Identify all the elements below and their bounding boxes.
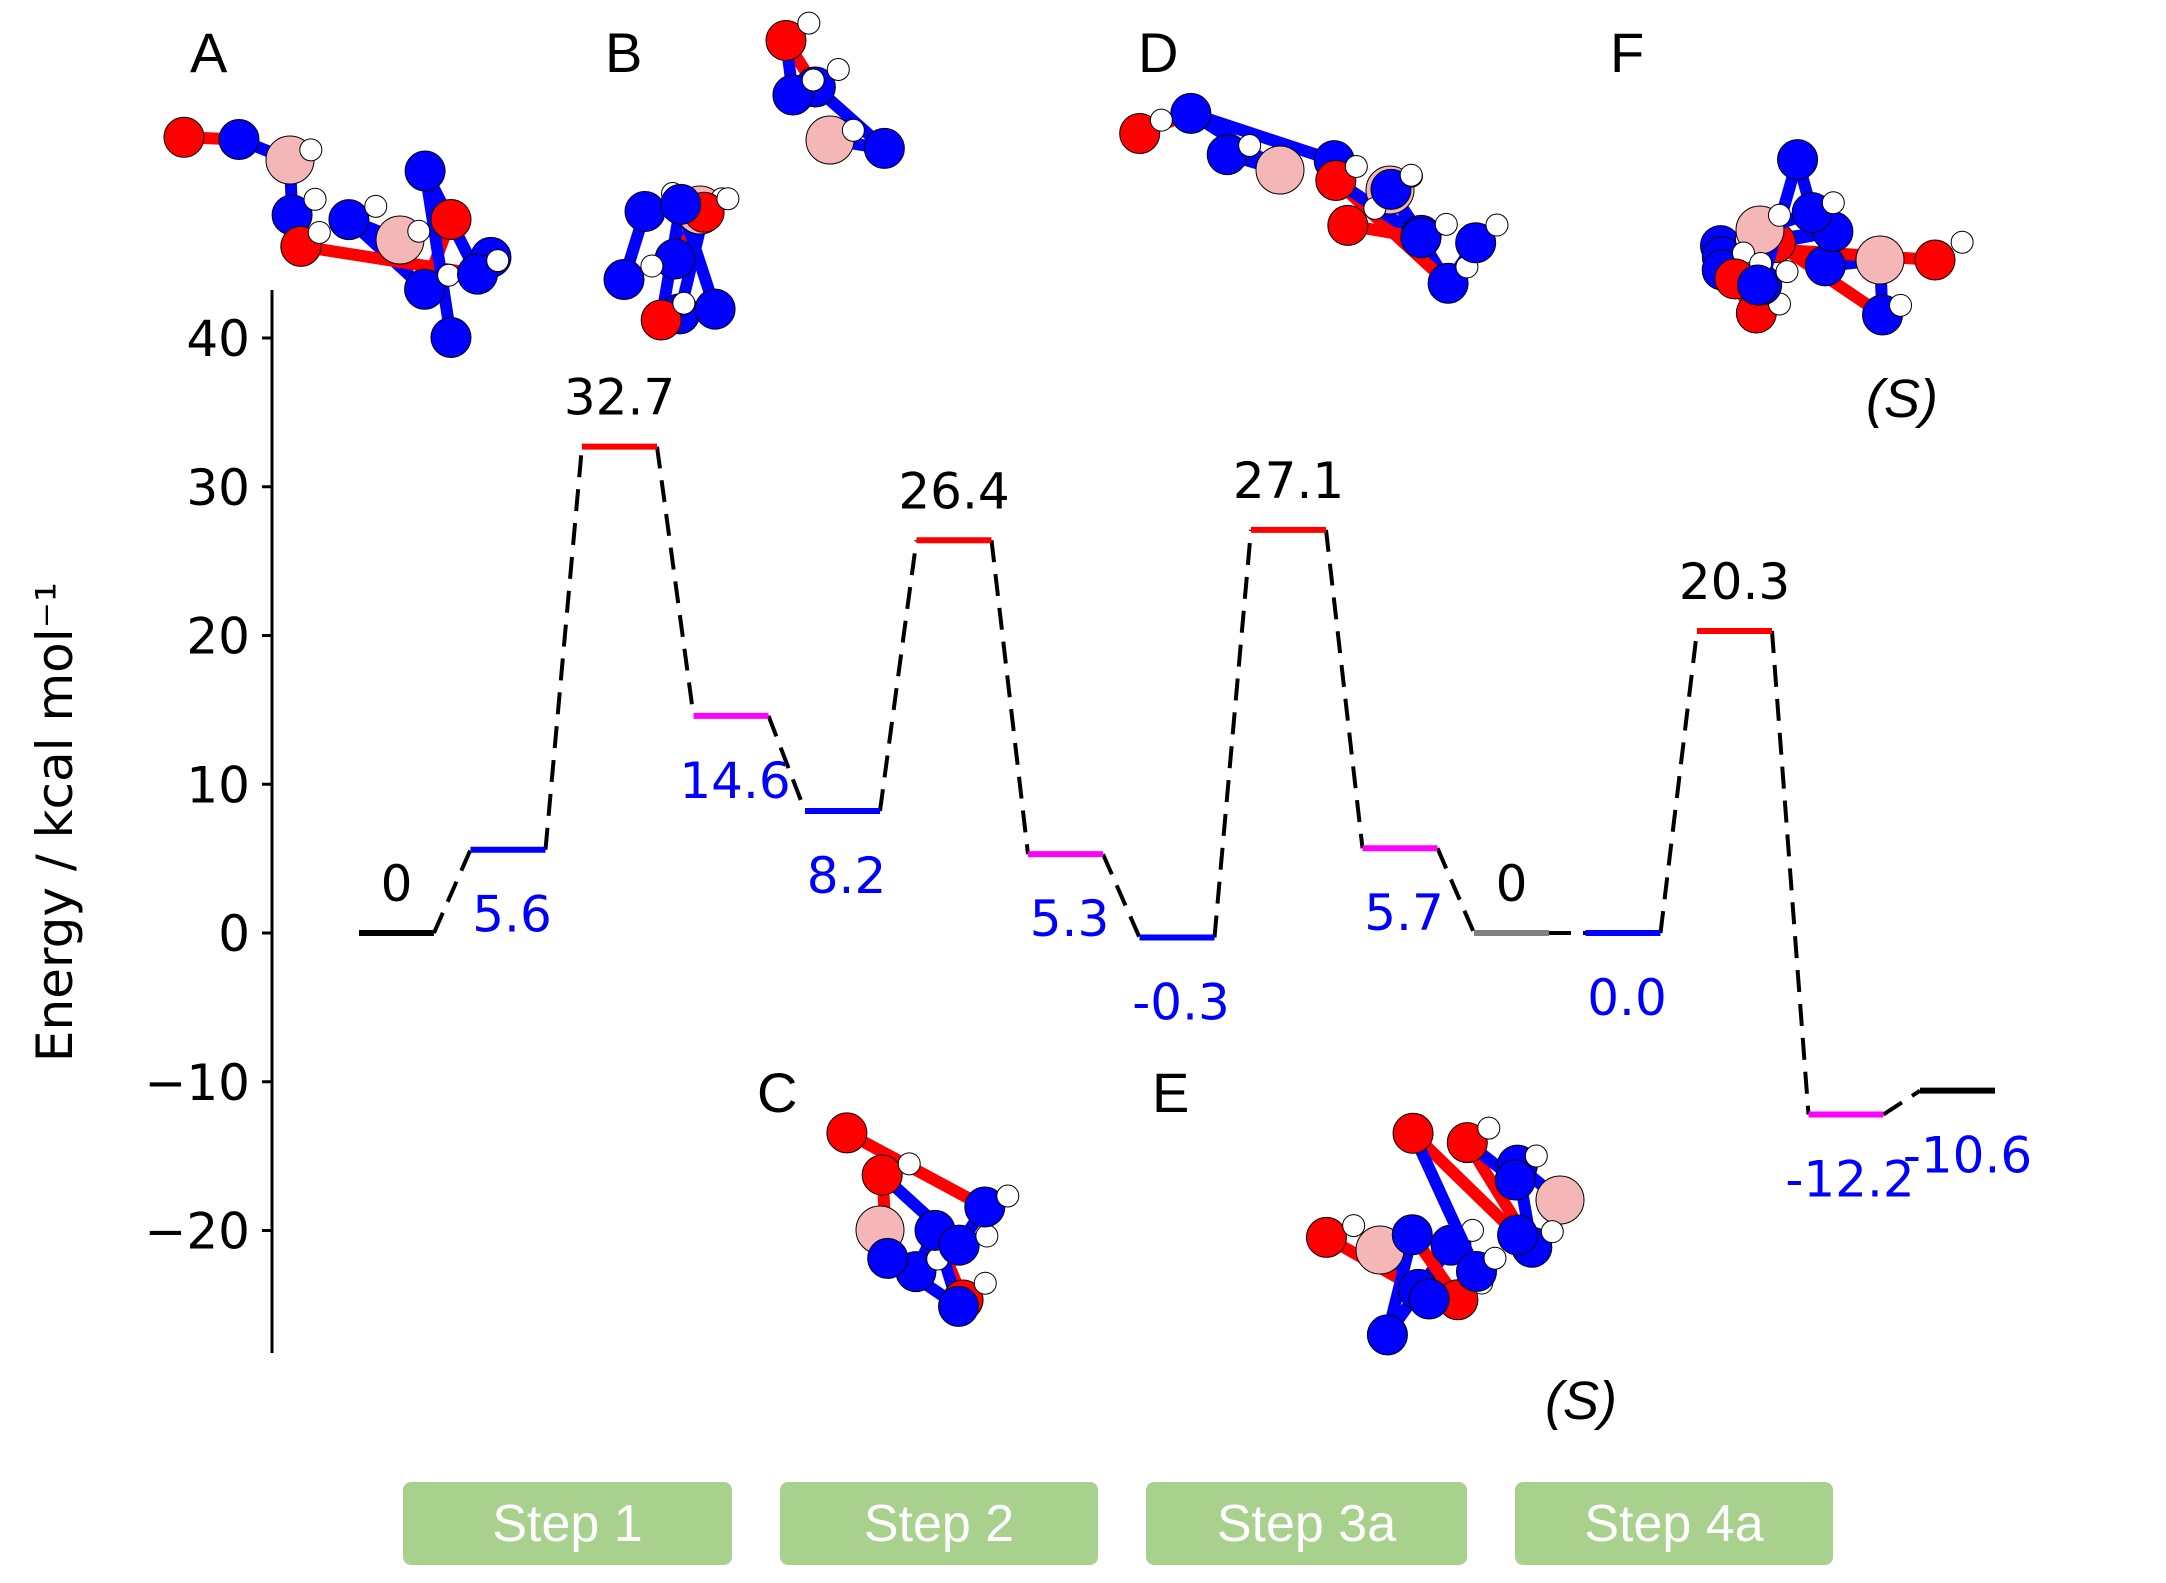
- y-axis-ticks: 40 30 20 10 0 −10 −20: [144, 310, 272, 1261]
- structure-label-e: E: [1152, 1061, 1190, 1124]
- structure-label-b: B: [605, 21, 643, 84]
- connector: [766, 715, 807, 812]
- energy-label: 0.0: [1587, 969, 1667, 1027]
- energy-label: 0: [381, 855, 413, 913]
- energy-label: 5.3: [1030, 890, 1110, 948]
- connector: [1770, 630, 1811, 1115]
- structure-label-c: C: [757, 1061, 798, 1124]
- step-2-badge: Step 2: [780, 1482, 1098, 1565]
- energy-label: -10.6: [1903, 1127, 2032, 1185]
- connector: [1435, 847, 1476, 934]
- energy-label: -12.2: [1785, 1150, 1914, 1208]
- structure-b: [603, 182, 740, 341]
- step-4a-badge: Step 4a: [1515, 1482, 1833, 1565]
- step-1-badge: Step 1: [403, 1482, 732, 1565]
- structure-c: [826, 1112, 1020, 1327]
- y-tick-label: −20: [144, 1203, 250, 1261]
- connector: [1882, 1088, 1922, 1117]
- structure-b-chain: [765, 11, 905, 169]
- stereo-label-e: (S): [1545, 1371, 1617, 1431]
- structure-a-water-boron: [163, 116, 327, 236]
- connector: [432, 848, 473, 934]
- energy-label: 27.1: [1233, 452, 1344, 510]
- connector: [655, 446, 696, 717]
- energy-label: 14.6: [679, 752, 790, 810]
- connector: [878, 540, 919, 812]
- structure-label-f: F: [1610, 21, 1645, 84]
- y-axis-label: Energy / kcal mol⁻¹: [26, 582, 84, 1062]
- y-tick-label: 30: [186, 459, 250, 517]
- energy-label: 0: [1496, 855, 1528, 913]
- connector: [1101, 853, 1142, 939]
- energy-label: 32.7: [564, 369, 675, 427]
- step-3a-badge: Step 3a: [1146, 1482, 1467, 1565]
- stereo-label-f: (S): [1866, 369, 1938, 429]
- y-tick-label: −10: [144, 1054, 250, 1112]
- connector: [1212, 529, 1253, 938]
- structure-label-a: A: [190, 21, 228, 84]
- energy-label: 26.4: [898, 462, 1009, 520]
- structure-e-right: [1392, 1112, 1585, 1293]
- energy-label: 5.7: [1364, 884, 1444, 942]
- structure-d-left: [1119, 92, 1355, 195]
- energy-label: 20.3: [1679, 553, 1790, 611]
- molecular-structures: [163, 11, 1974, 1356]
- structure-label-d: D: [1138, 21, 1179, 84]
- structure-e-left: [1305, 1214, 1494, 1356]
- y-tick-label: 0: [218, 905, 250, 963]
- energy-label: 8.2: [807, 847, 887, 905]
- y-tick-label: 40: [186, 310, 250, 368]
- energy-label: -0.3: [1132, 973, 1230, 1031]
- connector: [989, 540, 1030, 855]
- connectors: [432, 446, 1922, 1117]
- energy-levels: [359, 443, 1995, 1118]
- energy-label: 5.6: [472, 886, 552, 944]
- structure-d-right: [1315, 154, 1509, 304]
- connector: [1324, 529, 1365, 849]
- connector: [1658, 630, 1699, 934]
- energy-labels: 0 5.6 32.7 14.6 8.2 26.4 5.3 -0.3 27.1 5.7 0 0.0 20.…: [381, 369, 2033, 1209]
- y-tick-label: 20: [186, 608, 250, 666]
- structure-a: [280, 150, 512, 358]
- structure-f-left: [1701, 139, 1845, 334]
- y-tick-label: 10: [186, 756, 250, 814]
- connector: [543, 446, 584, 850]
